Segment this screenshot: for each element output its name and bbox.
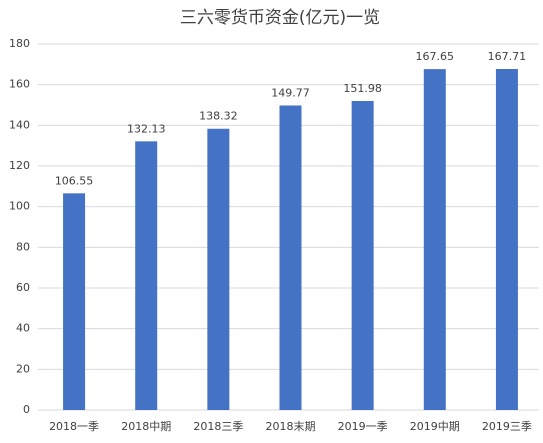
bar xyxy=(495,68,518,410)
bar xyxy=(207,128,230,410)
y-tick-label: 20 xyxy=(16,362,30,375)
x-tick-label: 2018三季 xyxy=(193,420,243,433)
chart-title: 三六零货币资金(亿元)一览 xyxy=(180,8,380,28)
y-tick-label: 180 xyxy=(9,37,30,50)
x-tick-label: 2019中期 xyxy=(410,420,460,433)
data-label: 149.77 xyxy=(271,86,310,99)
x-tick-label: 2018中期 xyxy=(121,420,171,433)
bar xyxy=(135,141,158,410)
y-tick-label: 100 xyxy=(9,200,30,213)
y-tick-label: 160 xyxy=(9,78,30,91)
y-tick-label: 140 xyxy=(9,118,30,131)
x-tick-label: 2019三季 xyxy=(482,420,532,433)
bar xyxy=(351,100,374,410)
x-tick-label: 2019一季 xyxy=(338,420,388,433)
x-tick-label: 2018末期 xyxy=(266,419,316,433)
data-label: 167.71 xyxy=(488,50,527,63)
data-label: 167.65 xyxy=(416,50,455,63)
y-tick-label: 0 xyxy=(23,403,30,416)
bar xyxy=(423,69,446,410)
data-label: 151.98 xyxy=(343,82,382,95)
y-tick-label: 40 xyxy=(16,322,30,335)
bar xyxy=(279,105,302,411)
data-label: 106.55 xyxy=(55,174,94,187)
data-label: 132.13 xyxy=(127,122,166,135)
y-tick-label: 120 xyxy=(9,159,30,172)
bar xyxy=(63,193,86,410)
data-label: 138.32 xyxy=(199,110,238,123)
y-tick-label: 80 xyxy=(16,240,30,253)
x-tick-label: 2018一季 xyxy=(49,420,99,433)
y-tick-label: 60 xyxy=(16,281,30,294)
